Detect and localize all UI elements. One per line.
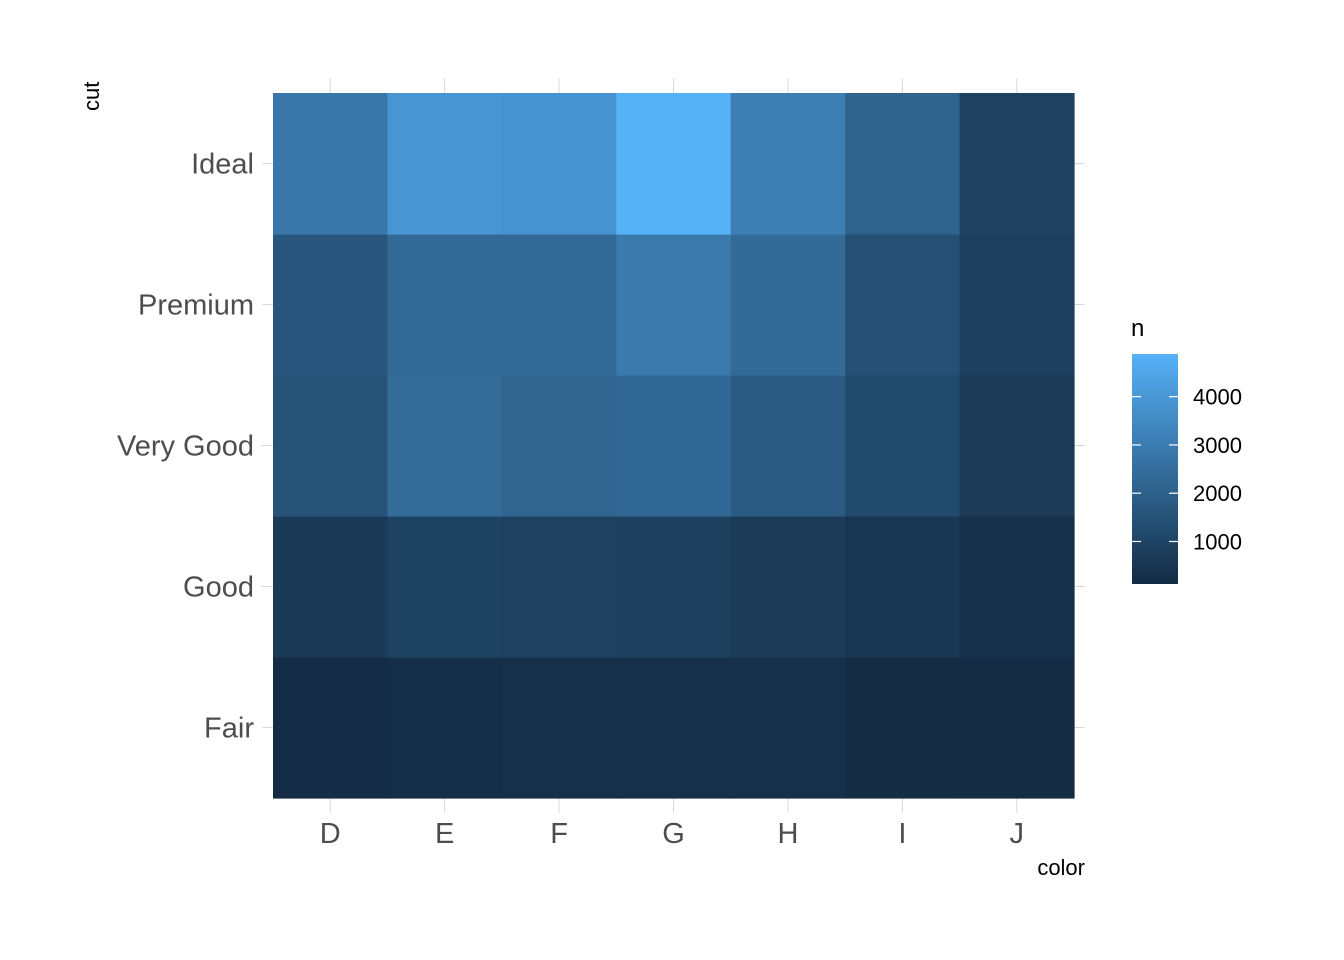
x-tick-label: I: [898, 818, 906, 850]
tile-ideal-h: [730, 93, 846, 235]
tile-good-d: [273, 516, 389, 658]
legend: n 1000 2000 3000 4000: [1131, 315, 1242, 584]
tile-ideal-d: [273, 93, 389, 235]
x-tick-label: J: [1010, 818, 1025, 850]
tile-very-good-h: [730, 375, 846, 517]
tile-ideal-i: [845, 93, 961, 235]
x-tick-label: E: [435, 818, 454, 850]
x-tick-label: H: [777, 818, 798, 850]
tile-very-good-j: [959, 375, 1075, 517]
x-tick-label: D: [320, 818, 341, 850]
tile-very-good-e: [387, 375, 503, 517]
tile-good-g: [616, 516, 732, 658]
tile-premium-d: [273, 234, 389, 376]
tile-premium-f: [501, 234, 617, 376]
x-axis-title: color: [1037, 855, 1085, 880]
legend-tick-label: 1000: [1193, 529, 1242, 554]
tile-very-good-g: [616, 375, 732, 517]
y-tick-label: Premium: [138, 290, 254, 322]
tile-fair-h: [730, 657, 846, 799]
y-tick-label: Fair: [204, 713, 254, 745]
y-axis-title: cut: [79, 82, 104, 111]
tile-ideal-f: [501, 93, 617, 235]
tile-premium-i: [845, 234, 961, 376]
legend-tick-layer: 1000 2000 3000 4000: [1132, 385, 1242, 554]
y-tick-label: Good: [183, 572, 254, 604]
tile-fair-j: [959, 657, 1075, 799]
tile-good-e: [387, 516, 503, 658]
legend-tick-label: 2000: [1193, 481, 1242, 506]
tile-premium-h: [730, 234, 846, 376]
tile-good-h: [730, 516, 846, 658]
tile-ideal-g: [616, 93, 732, 235]
tile-fair-i: [845, 657, 961, 799]
tile-very-good-i: [845, 375, 961, 517]
legend-tick-label: 3000: [1193, 433, 1242, 458]
legend-colorbar: [1132, 354, 1178, 584]
legend-tick-label: 4000: [1193, 385, 1242, 410]
tile-fair-e: [387, 657, 503, 799]
grid-tick-layer: [262, 78, 1085, 813]
y-tick-label: Very Good: [117, 431, 254, 463]
tile-fair-g: [616, 657, 732, 799]
tile-fair-d: [273, 657, 389, 799]
tile-good-j: [959, 516, 1075, 658]
tile-very-good-f: [501, 375, 617, 517]
x-tick-label: G: [662, 818, 685, 850]
tile-premium-g: [616, 234, 732, 376]
tile-ideal-j: [959, 93, 1075, 235]
heatmap-tile-layer: [273, 93, 1075, 799]
tile-very-good-d: [273, 375, 389, 517]
tile-ideal-e: [387, 93, 503, 235]
tile-good-i: [845, 516, 961, 658]
tile-premium-e: [387, 234, 503, 376]
tile-good-f: [501, 516, 617, 658]
tile-premium-j: [959, 234, 1075, 376]
tile-fair-f: [501, 657, 617, 799]
legend-title: n: [1131, 315, 1144, 342]
x-tick-label-layer: D E F G H I J: [320, 818, 1024, 850]
x-tick-label: F: [550, 818, 568, 850]
y-tick-label: Ideal: [191, 149, 254, 181]
y-tick-label-layer: Fair Good Very Good Premium Ideal: [117, 149, 254, 745]
